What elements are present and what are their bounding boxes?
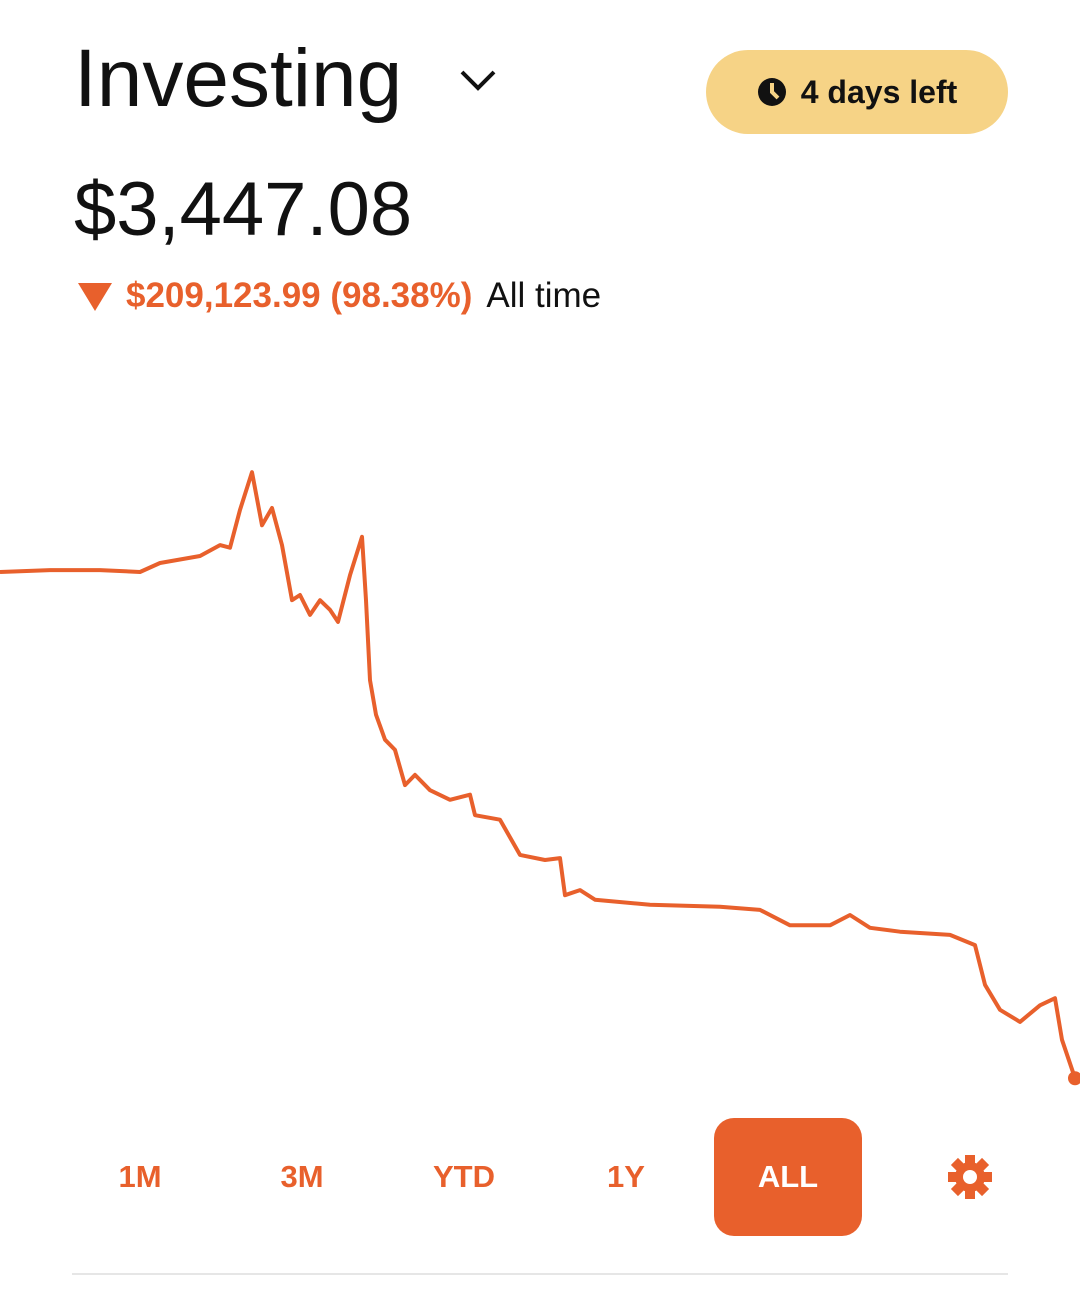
chart	[0, 470, 1080, 1086]
settings-icon[interactable]	[947, 1154, 993, 1200]
end-dot	[1068, 1071, 1080, 1086]
change: $209,123.99 (98.38%) All time	[78, 276, 601, 316]
badge-text: 4 days left	[800, 73, 958, 110]
balance: $3,447.08	[74, 167, 413, 252]
dropdown-icon[interactable]	[458, 66, 498, 96]
range-tab[interactable]: 1Y	[607, 1159, 645, 1194]
badge[interactable]: 4 days left	[706, 50, 1008, 134]
period: All time	[486, 276, 602, 315]
down-arrow	[78, 283, 112, 311]
change-amount: $209,123.99 (98.38%)	[126, 276, 473, 315]
title[interactable]: Investing	[74, 33, 403, 124]
range-tab[interactable]: YTD	[433, 1159, 495, 1194]
range-tab[interactable]: 1M	[118, 1159, 162, 1194]
range-tab[interactable]: ALL	[714, 1118, 862, 1236]
clock-icon	[757, 78, 786, 106]
range-tab[interactable]: 3M	[280, 1159, 324, 1194]
divider	[72, 1273, 1008, 1275]
price-line	[0, 470, 1077, 1079]
